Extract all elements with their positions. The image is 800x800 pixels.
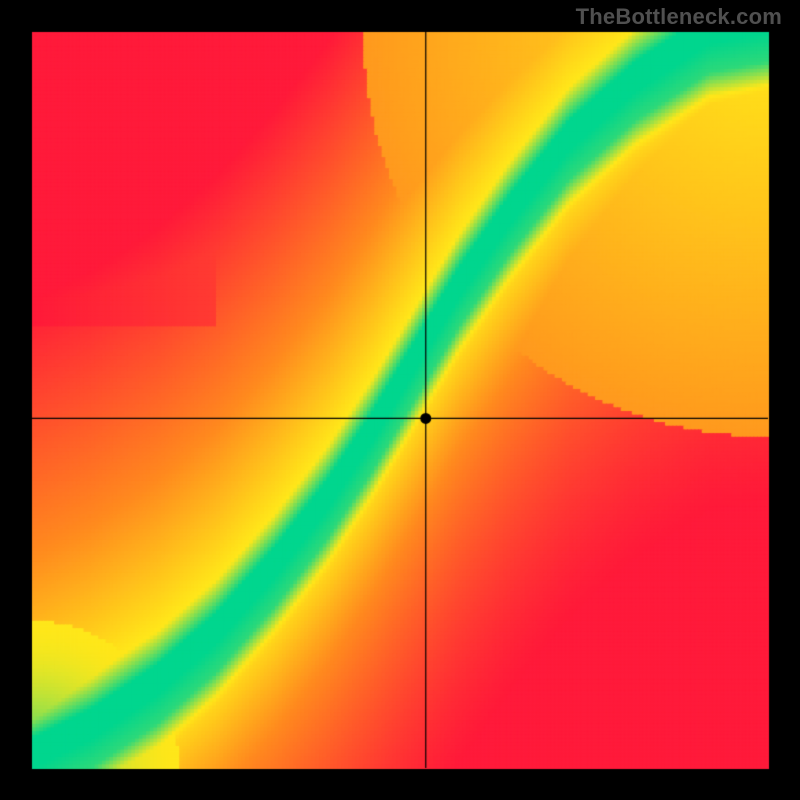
chart-frame: { "watermark": { "text": "TheBottleneck.…	[0, 0, 800, 800]
watermark-text: TheBottleneck.com	[576, 4, 782, 30]
bottleneck-heatmap	[0, 0, 800, 800]
